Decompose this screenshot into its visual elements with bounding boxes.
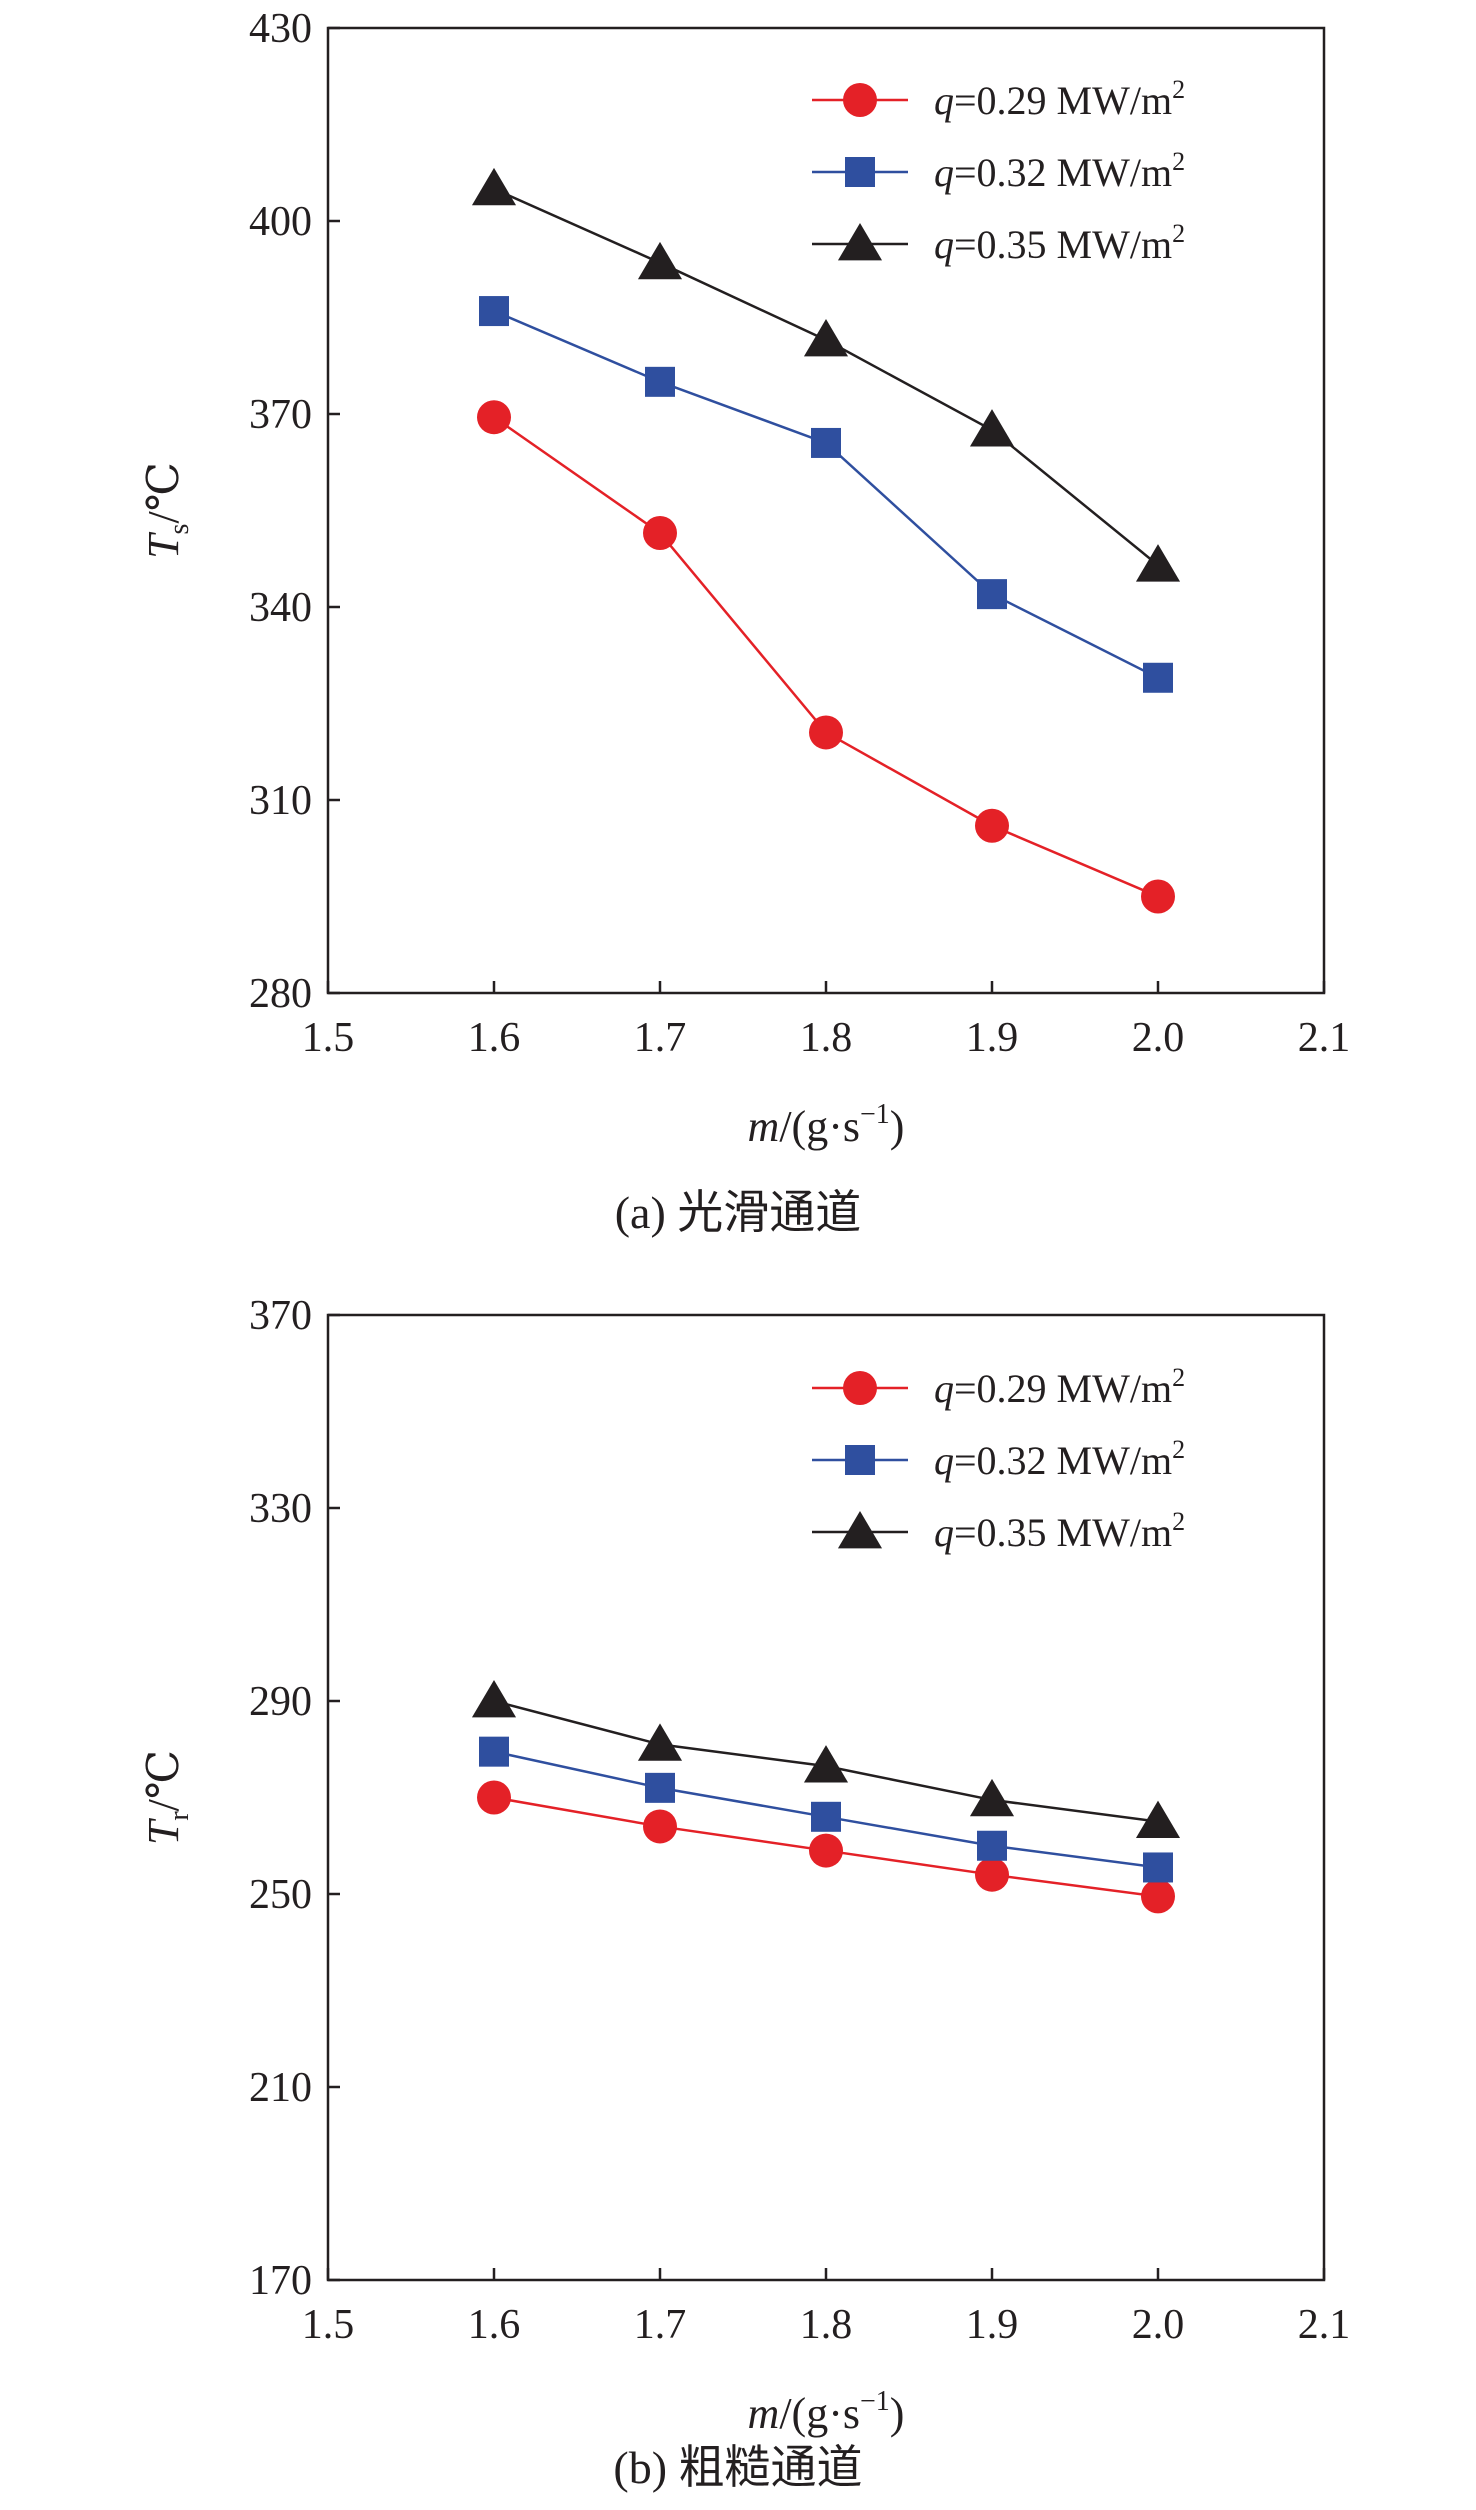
y-tick-label: 340 — [249, 585, 312, 631]
x-tick-label: 1.9 — [966, 1015, 1019, 1061]
series-square — [479, 1736, 1173, 1883]
chart-a-caption: (a) 光滑通道 — [614, 1187, 862, 1238]
x-tick-label: 1.7 — [634, 1015, 687, 1061]
legend-item: q=0.32 MW/m2 — [812, 1435, 1185, 1483]
y-tick-label: 210 — [249, 2065, 312, 2111]
series-line — [493, 309, 1159, 679]
chart-panel-b: 1.5 1.6 1.7 1.8 1.9 2.0 2.1 170 210 250 290 330 370 T… — [0, 1290, 1476, 2510]
legend-marker — [845, 1445, 875, 1475]
legend-item: q=0.35 MW/m2 — [812, 219, 1185, 267]
y-axis-label: Tr/℃ — [139, 1750, 195, 1845]
data-point — [477, 1780, 511, 1815]
data-point — [977, 1830, 1007, 1861]
legend-marker — [843, 1371, 877, 1405]
legend-label: q=0.29 MW/m2 — [934, 1363, 1185, 1411]
data-point — [809, 715, 843, 750]
x-tick-label: 2.0 — [1132, 1015, 1185, 1061]
data-point — [803, 319, 849, 357]
data-point — [977, 579, 1007, 610]
x-axis-label: m/(g·s−1) — [748, 1099, 905, 1151]
legend-label: q=0.32 MW/m2 — [934, 1435, 1185, 1483]
data-point — [471, 1680, 517, 1718]
legend-marker — [843, 83, 877, 117]
legend-item: q=0.32 MW/m2 — [812, 147, 1185, 195]
data-point — [1135, 1800, 1181, 1839]
x-tick-label: 1.6 — [468, 1015, 521, 1061]
x-tick-label: 1.9 — [966, 2302, 1019, 2348]
y-tick-label: 430 — [249, 6, 312, 52]
x-tick-label: 2.1 — [1298, 1015, 1351, 1061]
legend-label: q=0.29 MW/m2 — [934, 75, 1185, 123]
legend-marker — [837, 223, 883, 261]
data-point — [479, 296, 509, 327]
series-triangle — [471, 1680, 1181, 1839]
y-tick-label: 370 — [249, 392, 312, 438]
data-point — [811, 1801, 841, 1832]
data-point — [471, 167, 517, 206]
y-tick-label: 310 — [249, 778, 312, 824]
data-point — [479, 1736, 509, 1767]
data-point — [811, 427, 841, 458]
x-tick-label: 1.5 — [302, 2302, 355, 2348]
y-tick-label: 330 — [249, 1486, 312, 1532]
x-axis-label: m/(g·s−1) — [748, 2386, 905, 2438]
data-point — [637, 241, 683, 280]
data-point — [975, 1857, 1009, 1892]
legend-label: q=0.32 MW/m2 — [934, 147, 1185, 195]
data-point — [969, 409, 1015, 447]
data-point — [969, 1778, 1015, 1817]
y-axis-label: Ts/℃ — [139, 462, 195, 559]
legend-item: q=0.29 MW/m2 — [812, 1363, 1185, 1411]
data-point — [1143, 662, 1173, 693]
legend-item: q=0.35 MW/m2 — [812, 1507, 1185, 1555]
data-point — [643, 1809, 677, 1844]
y-tick-label: 170 — [249, 2258, 312, 2304]
series-square — [479, 296, 1173, 693]
data-point — [477, 400, 511, 435]
x-tick-label: 1.6 — [468, 2302, 521, 2348]
data-point — [1141, 879, 1175, 914]
y-tick-label: 280 — [249, 971, 312, 1017]
data-point — [1143, 1852, 1173, 1883]
chart-panel-a: 1.5 1.6 1.7 1.8 1.9 2.0 2.1 280 310 340 370 400 430 T… — [139, 6, 1351, 1238]
data-point — [645, 1772, 675, 1803]
chart-b-svg: 1.5 1.6 1.7 1.8 1.9 2.0 2.1 170 210 250 290 330 370 T… — [139, 1293, 1351, 2438]
legend-item: q=0.29 MW/m2 — [812, 75, 1185, 123]
legend-label: q=0.35 MW/m2 — [934, 1507, 1185, 1555]
data-point — [975, 808, 1009, 843]
series-circle — [477, 400, 1175, 914]
data-point — [645, 366, 675, 397]
series-triangle — [471, 167, 1181, 582]
y-tick-label: 290 — [249, 1679, 312, 1725]
x-tick-label: 1.8 — [800, 1015, 853, 1061]
data-point — [1135, 544, 1181, 582]
series-line — [493, 416, 1159, 898]
data-point — [1141, 1879, 1175, 1914]
x-tick-label: 1.8 — [800, 2302, 853, 2348]
y-tick-label: 370 — [249, 1293, 312, 1339]
legend-marker — [845, 157, 875, 187]
series-circle — [477, 1780, 1175, 1914]
data-point — [643, 516, 677, 551]
data-point — [803, 1745, 849, 1783]
x-tick-label: 1.5 — [302, 1015, 355, 1061]
data-point — [637, 1723, 683, 1761]
x-tick-label: 2.0 — [1132, 2302, 1185, 2348]
x-tick-label: 1.7 — [634, 2302, 687, 2348]
legend-label: q=0.35 MW/m2 — [934, 219, 1185, 267]
data-point — [809, 1833, 843, 1868]
chart-a-svg: 1.5 1.6 1.7 1.8 1.9 2.0 2.1 280 310 340 370 400 430 T… — [139, 6, 1351, 1151]
x-tick-label: 2.1 — [1298, 2302, 1351, 2348]
y-tick-label: 400 — [249, 199, 312, 245]
chart-b-caption: (b) 粗糙通道 — [613, 2442, 863, 2493]
y-tick-label: 250 — [249, 1872, 312, 1918]
legend-marker — [837, 1511, 883, 1549]
